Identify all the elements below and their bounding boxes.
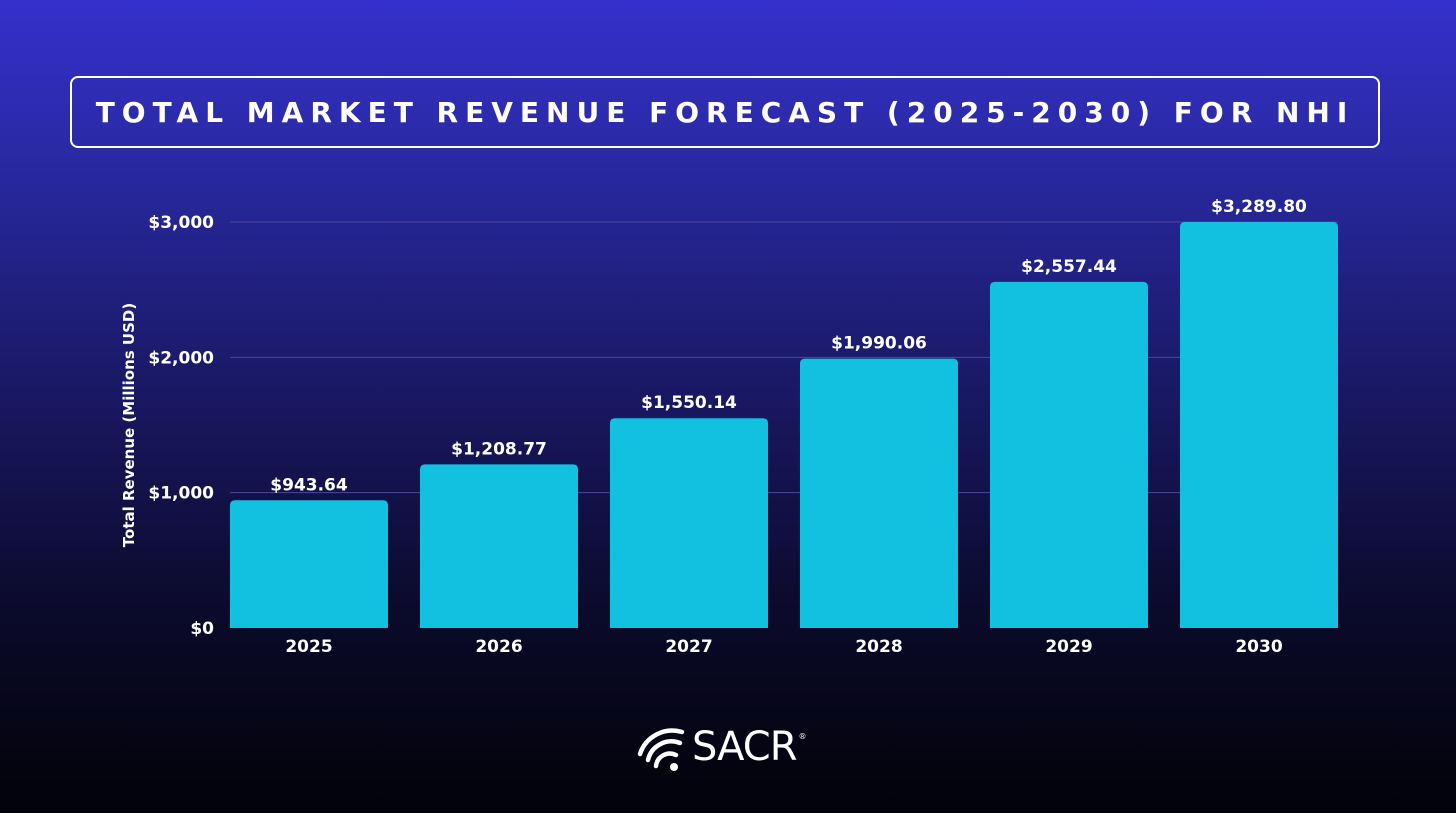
bar-2029 bbox=[990, 281, 1148, 628]
logo-wordmark: SACR bbox=[692, 724, 798, 770]
value-label-2030: $3,289.80 bbox=[1211, 197, 1307, 217]
y-tick-label: $1,000 bbox=[148, 484, 214, 504]
y-axis-label: Total Revenue (Millions USD) bbox=[120, 303, 138, 547]
x-tick-label-2030: 2030 bbox=[1235, 637, 1282, 657]
x-tick-label-2028: 2028 bbox=[855, 637, 902, 657]
registered-mark: ® bbox=[798, 732, 807, 741]
value-label-2029: $2,557.44 bbox=[1021, 257, 1117, 277]
bar-2026 bbox=[420, 464, 578, 628]
value-label-2025: $943.64 bbox=[270, 475, 348, 495]
x-tick-label-2029: 2029 bbox=[1045, 637, 1092, 657]
title-box: TOTAL MARKET REVENUE FORECAST (2025-2030… bbox=[70, 76, 1380, 148]
y-tick-label: $3,000 bbox=[148, 213, 214, 233]
bar-2025 bbox=[230, 500, 388, 628]
value-label-2028: $1,990.06 bbox=[831, 334, 927, 354]
y-tick-label: $2,000 bbox=[148, 348, 214, 368]
bars bbox=[230, 222, 1338, 628]
bar-2028 bbox=[800, 358, 958, 628]
y-tick-label: $0 bbox=[190, 619, 214, 639]
x-tick-label-2027: 2027 bbox=[665, 637, 712, 657]
labels: $0 $1,000 $2,000 $3,000 $943.64 2025 $1,208.77… bbox=[148, 197, 1307, 657]
value-label-2027: $1,550.14 bbox=[641, 393, 737, 413]
bar-2027 bbox=[610, 418, 768, 628]
gridlines bbox=[230, 221, 1338, 494]
sacr-logo: SACR ® bbox=[636, 722, 807, 772]
wifi-signal-icon bbox=[637, 728, 685, 771]
x-tick-label-2025: 2025 bbox=[285, 637, 332, 657]
bar-2030 bbox=[1180, 222, 1338, 628]
value-label-2026: $1,208.77 bbox=[451, 439, 547, 459]
chart-title: TOTAL MARKET REVENUE FORECAST (2025-2030… bbox=[95, 95, 1355, 129]
x-tick-label-2026: 2026 bbox=[475, 637, 522, 657]
